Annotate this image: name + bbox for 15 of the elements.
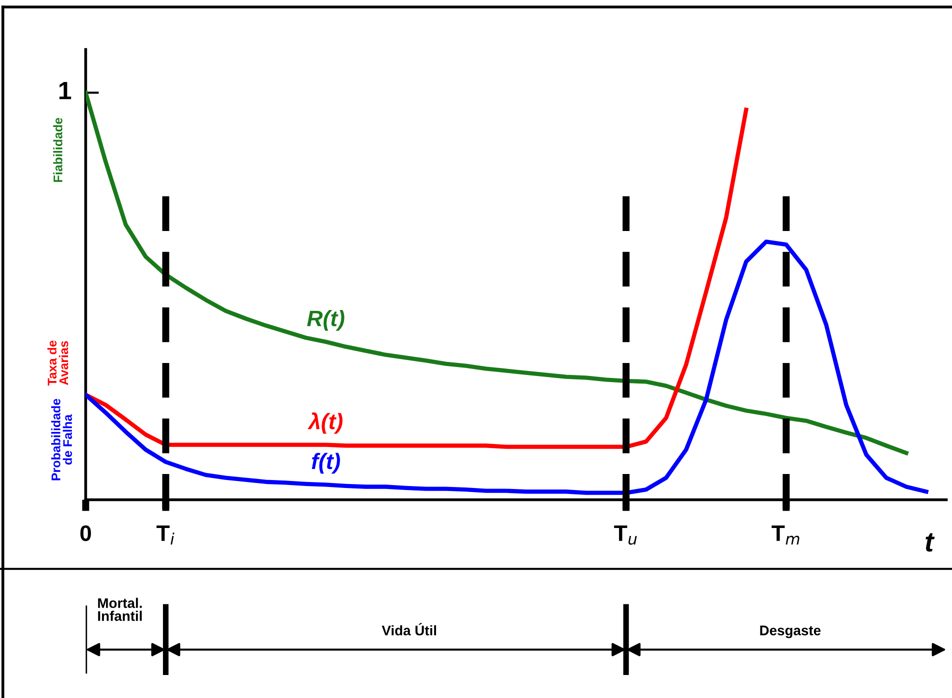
- text: Probabilidade de Falha: [51, 398, 72, 480]
- text: Mortal. Infantil: [98, 598, 142, 621]
- text: Fiabilidade: [53, 118, 62, 182]
- x-tick-label: T$_{i}$: [156, 526, 174, 544]
- x-axis-title: t: [926, 533, 935, 552]
- x-tick-label: T$_{u}$: [614, 526, 637, 545]
- series-label: R(t): [307, 310, 344, 331]
- text: Desgaste: [760, 626, 821, 638]
- series-label: λ(t): [308, 412, 342, 434]
- text: Vida Útil: [382, 622, 436, 636]
- x-tick-label: T$_{m}$: [772, 526, 800, 544]
- annotation: 1: [59, 82, 72, 100]
- x-tick-label: 0: [80, 525, 91, 542]
- series-label: f(t): [312, 452, 340, 474]
- text: Taxa de Avarias: [47, 340, 68, 386]
